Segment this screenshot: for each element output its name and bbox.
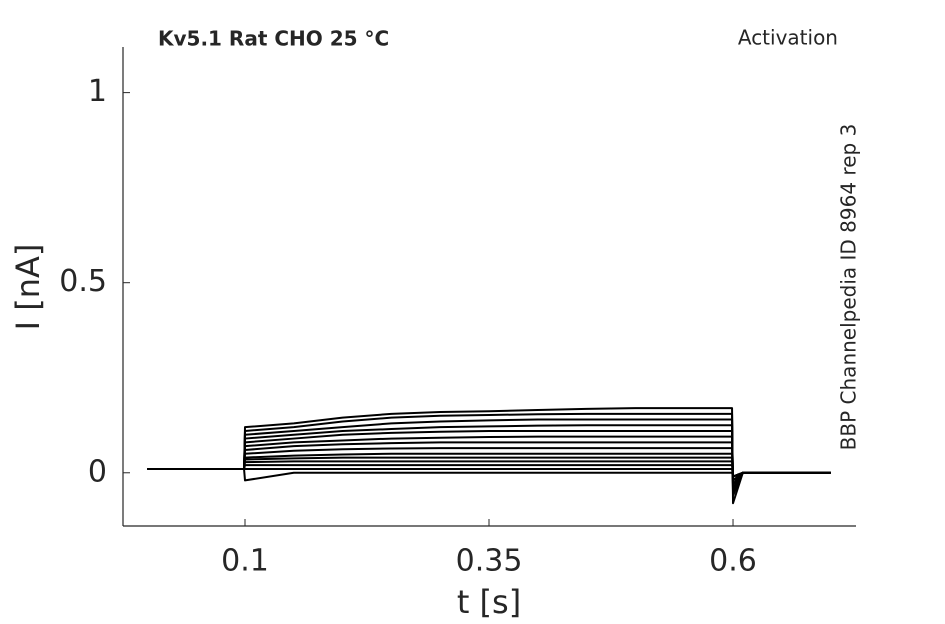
x-tick-label: 0.6	[709, 544, 757, 579]
x-tick-label: 0.35	[456, 544, 523, 579]
y-axis-label: I [nA]	[9, 244, 47, 331]
x-tick-label: 0.1	[221, 544, 269, 579]
annotation: BBP Channelpedia ID 8964 rep 3	[837, 124, 861, 451]
trace	[147, 464, 831, 478]
y-tick-label: 0.5	[59, 264, 107, 299]
y-tick-label: 0	[88, 454, 107, 489]
trace	[147, 407, 831, 505]
x-axis-label: t [s]	[457, 583, 521, 621]
trace	[147, 467, 831, 482]
y-tick-label: 1	[88, 74, 107, 109]
chart-subtitle: Activation	[738, 26, 838, 50]
chart-title: Kv5.1 Rat CHO 25 °C	[158, 27, 389, 51]
